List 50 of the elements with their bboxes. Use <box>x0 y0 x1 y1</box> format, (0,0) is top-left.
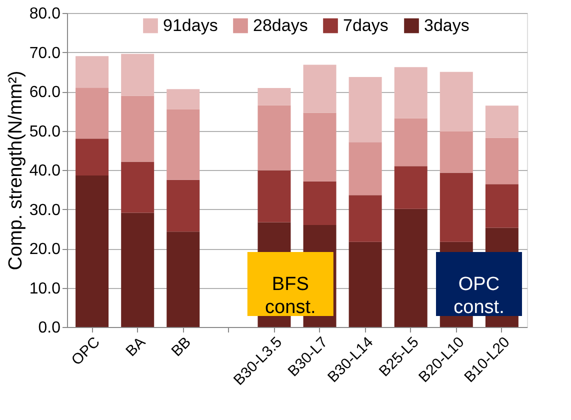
bar <box>394 67 428 118</box>
bar <box>485 106 518 138</box>
bar <box>348 76 382 142</box>
bar <box>76 88 109 139</box>
bar <box>303 64 336 113</box>
bar <box>348 195 382 242</box>
bar <box>485 184 518 228</box>
bar <box>166 232 200 327</box>
bar <box>166 89 200 110</box>
y-tick-label: 60.0 <box>29 84 61 101</box>
bar <box>394 208 428 327</box>
bar <box>258 105 291 170</box>
x-tick-label: BA <box>122 334 149 360</box>
legend-label: 28days <box>253 16 308 35</box>
bar <box>303 181 336 225</box>
bar <box>166 110 200 180</box>
y-tick-label: 80.0 <box>29 6 61 22</box>
y-tick-label: 50.0 <box>29 123 61 140</box>
legend-label: 7days <box>343 16 388 35</box>
bar <box>440 172 473 242</box>
bar <box>76 56 109 88</box>
x-tick-label: BB <box>168 334 194 360</box>
legend-label: 91days <box>163 16 218 35</box>
y-tick-label: 20.0 <box>29 241 61 258</box>
legend-label: 3days <box>424 16 470 35</box>
y-tick-label: 10.0 <box>29 280 61 298</box>
y-axis-title: Comp. strength(N/mm²) <box>5 70 26 270</box>
y-tick-label: 70.0 <box>29 44 61 62</box>
y-tick-label: 0.0 <box>38 320 61 336</box>
bar <box>258 170 291 222</box>
bar <box>121 54 154 96</box>
bar <box>348 242 382 327</box>
bar <box>394 166 428 209</box>
bar <box>166 180 200 232</box>
bar <box>121 162 154 213</box>
bar <box>121 212 154 327</box>
bar <box>440 72 473 132</box>
y-tick-label: 40.0 <box>29 162 61 180</box>
bar <box>258 88 291 106</box>
bar <box>121 96 154 162</box>
annotation: OPC const. <box>454 274 504 318</box>
y-tick-label: 30.0 <box>29 202 61 219</box>
bar <box>76 175 109 327</box>
bar <box>76 138 109 176</box>
annotation: BFS const. <box>265 274 316 318</box>
bar <box>394 118 428 166</box>
bar <box>303 112 336 182</box>
bar <box>440 132 473 173</box>
bar <box>485 138 518 184</box>
bar <box>348 142 382 196</box>
